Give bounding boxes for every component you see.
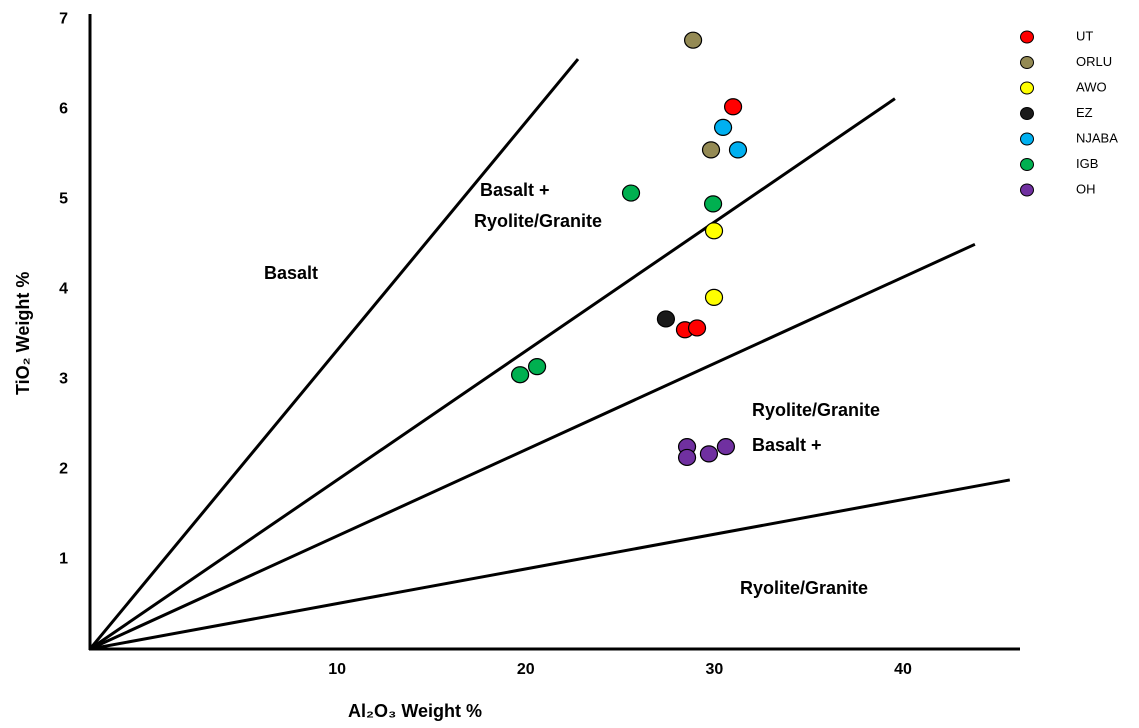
point [701, 141, 721, 159]
annotation: Ryolite/Granite [474, 211, 602, 231]
point [687, 319, 707, 337]
legend-label: AWO [1076, 79, 1107, 94]
point [656, 310, 676, 328]
annotation: Ryolite/Granite [740, 578, 868, 598]
annotation: Basalt + [480, 180, 550, 200]
y-axis-label: TiO₂ Weight % [13, 272, 33, 395]
annotation: Basalt + [752, 435, 822, 455]
legend-label: ORLU [1076, 54, 1112, 69]
legend-label: OH [1076, 181, 1096, 196]
boundary-line [89, 97, 896, 651]
legend-marker [1020, 56, 1034, 69]
point [704, 222, 724, 240]
x-tick-label: 20 [517, 661, 535, 678]
y-tick-label: 6 [59, 101, 68, 118]
point [683, 31, 703, 49]
legend-marker [1020, 30, 1034, 44]
x-tick-label: 40 [894, 661, 912, 678]
y-tick-label: 1 [59, 550, 68, 567]
y-tick-label: 5 [59, 191, 68, 208]
annotation: Ryolite/Granite [752, 400, 880, 420]
annotation: Basalt [264, 263, 318, 283]
point [621, 184, 641, 202]
legend-label: UT [1076, 28, 1093, 43]
point [704, 288, 724, 306]
legend-marker [1020, 158, 1034, 171]
point [703, 195, 723, 213]
y-tick-label: 3 [59, 370, 68, 387]
x-tick-label: 30 [706, 661, 724, 678]
point [723, 98, 743, 116]
point [728, 141, 748, 159]
point [713, 118, 733, 137]
legend-marker [1020, 107, 1034, 120]
point [511, 366, 530, 384]
legend-marker [1020, 81, 1034, 95]
legend-label: NJABA [1076, 130, 1118, 145]
y-tick-label: 2 [59, 460, 68, 477]
legend-marker [1020, 183, 1034, 197]
boundary-line [89, 478, 1011, 651]
boundary-line [88, 58, 580, 650]
point [699, 445, 719, 463]
y-tick-label: 4 [59, 281, 68, 298]
boundary-line [89, 242, 976, 651]
y-tick-label: 7 [59, 11, 68, 28]
point [527, 358, 547, 376]
legend-marker [1020, 132, 1034, 146]
x-tick-label: 10 [328, 661, 346, 678]
legend-label: IGB [1076, 156, 1098, 171]
legend-label: EZ [1076, 105, 1093, 120]
point [677, 448, 697, 467]
x-axis-label: Al₂O₃ Weight % [348, 701, 482, 721]
point [716, 438, 736, 456]
